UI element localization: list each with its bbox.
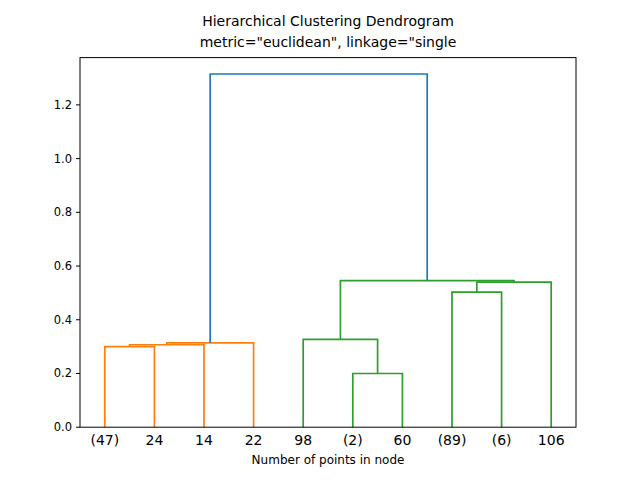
y-tick-label: 0.6: [54, 259, 72, 273]
leaf-label: (47): [90, 432, 119, 448]
dendrogram-link: [477, 282, 551, 427]
leaf-label: 60: [393, 432, 411, 448]
leaf-label: 14: [195, 432, 213, 448]
chart-title: Hierarchical Clustering Dendrogram metri…: [80, 11, 576, 52]
y-tick-label: 0.8: [54, 205, 72, 219]
leaf-label: (89): [438, 432, 467, 448]
y-tick-label: 0.0: [54, 420, 72, 434]
leaf-label: 106: [538, 432, 565, 448]
leaf-label: 98: [294, 432, 312, 448]
y-tick-label: 0.4: [54, 313, 72, 327]
dendrogram-link: [452, 292, 502, 427]
leaf-label: 24: [145, 432, 163, 448]
leaf-label: 22: [245, 432, 263, 448]
dendrogram-link: [210, 74, 427, 343]
leaf-label: (6): [492, 432, 512, 448]
dendrogram-link: [167, 343, 254, 427]
dendrogram-link: [353, 373, 403, 427]
x-axis-label: Number of points in node: [80, 452, 576, 468]
dendrogram-link: [303, 339, 377, 427]
chart-title-line1: Hierarchical Clustering Dendrogram: [80, 11, 576, 32]
y-tick-label: 1.2: [54, 98, 72, 112]
dendrogram-link: [105, 347, 155, 428]
chart-title-line2: metric="euclidean", linkage="single: [80, 32, 576, 53]
y-tick-label: 0.2: [54, 366, 72, 380]
matplotlib-figure: 0.0 0.2 0.4 0.6 0.8 1.0 1.2 (47) 24 14 22 98 (2) 60 (8…: [0, 0, 640, 480]
dendrogram-plot: 0.0 0.2 0.4 0.6 0.8 1.0 1.2 (47) 24 14 22 98 (2) 60 (8…: [0, 0, 640, 480]
dendrogram-link: [130, 345, 204, 427]
dendrogram-link: [340, 281, 514, 340]
y-tick-label: 1.0: [54, 152, 72, 166]
leaf-label: (2): [343, 432, 363, 448]
